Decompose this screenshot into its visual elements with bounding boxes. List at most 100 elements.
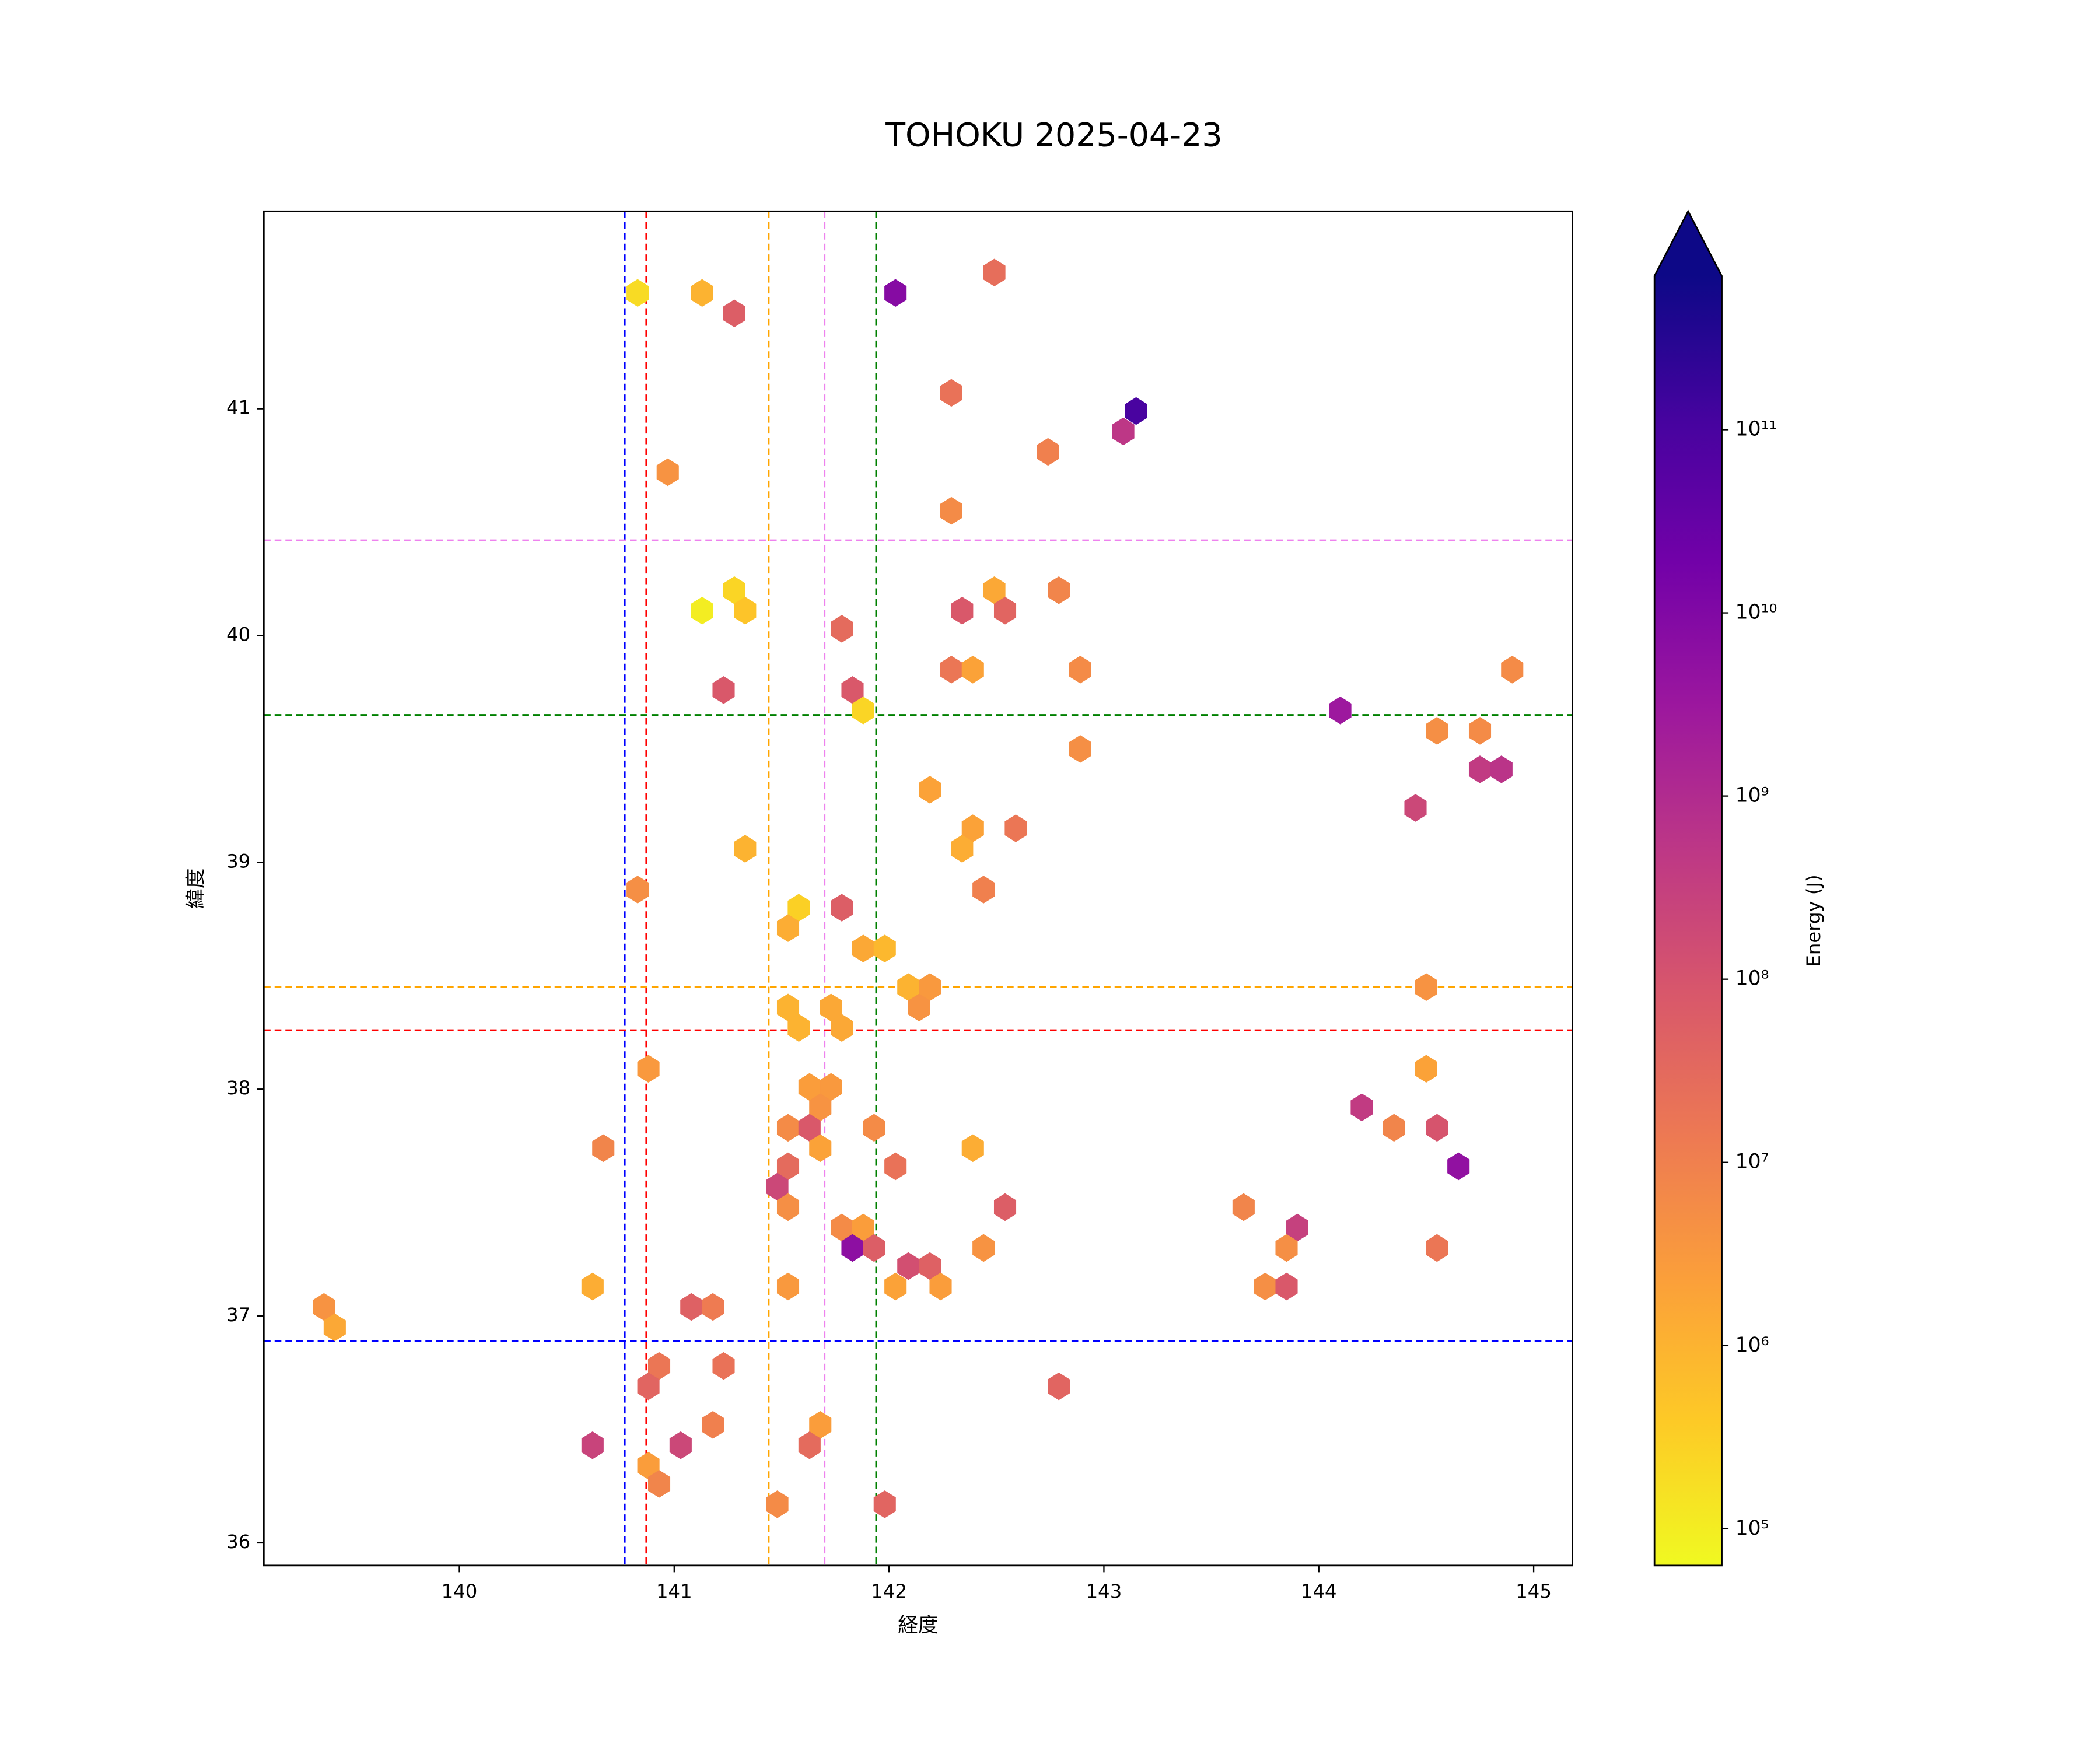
hex-cell (1069, 735, 1091, 763)
hex-cell (1426, 717, 1448, 745)
hex-cell (637, 1055, 660, 1083)
colorbar-tick-label: 10⁸ (1735, 967, 1769, 991)
hex-cell (961, 656, 984, 684)
colorbar: 10⁵ 10⁶ 10⁷ 10⁸ 10⁹ 10¹⁰ 10¹¹ (1653, 209, 1777, 1567)
hex-cell (1490, 755, 1513, 783)
y-tick-label: 38 (226, 1077, 250, 1099)
colorbar-tick-label: 10¹⁰ (1735, 601, 1777, 624)
hex-cell (993, 596, 1017, 625)
hex-cell (940, 496, 963, 525)
hex-cell (776, 1193, 800, 1222)
hex-cell (788, 1014, 810, 1042)
colorbar-tick-label: 10⁹ (1735, 784, 1769, 807)
plot-area (264, 211, 1573, 1566)
hex-cell (648, 1470, 671, 1498)
hex-cell (1382, 1114, 1405, 1142)
hex-cell (1275, 1234, 1298, 1262)
hex-cell (873, 1490, 896, 1518)
colorbar-tick-label: 10⁵ (1735, 1517, 1769, 1540)
hex-cell (863, 1234, 886, 1262)
hex-cell (702, 1410, 724, 1439)
hex-cell (1404, 794, 1427, 822)
hex-cell (951, 596, 974, 625)
hex-cell (919, 776, 942, 804)
hex-cell (1232, 1193, 1255, 1222)
hex-cell (908, 993, 930, 1021)
hex-cell (1415, 1055, 1437, 1083)
colorbar-label: Energy (J) (1803, 874, 1825, 967)
axes-frame (262, 210, 1573, 1567)
chart-title: TOHOKU 2025-04-23 (885, 117, 1222, 155)
hex-cell (1447, 1152, 1470, 1181)
hex-cell (637, 1372, 660, 1401)
hex-cell (884, 1152, 907, 1181)
hex-cell (723, 299, 746, 328)
hex-cell (1125, 397, 1147, 425)
y-tick-label: 37 (226, 1304, 250, 1326)
hex-cell (626, 876, 649, 904)
x-tick-label: 141 (656, 1580, 692, 1602)
hex-cell (691, 596, 713, 625)
hex-cell (1415, 973, 1437, 1001)
hex-cell (993, 1193, 1017, 1222)
hex-cell (983, 258, 1006, 287)
hex-cell (734, 596, 757, 625)
hex-cell (1468, 717, 1492, 745)
y-tick-label: 40 (226, 623, 250, 645)
hex-cell (1048, 576, 1070, 604)
hex-cell (626, 279, 649, 307)
hex-cell (1005, 814, 1027, 842)
hex-cell (581, 1272, 604, 1301)
y-tick-label: 39 (226, 850, 250, 872)
x-axis-label: 経度 (898, 1614, 938, 1637)
hex-cell (656, 458, 679, 487)
hex-cell (884, 1272, 907, 1301)
x-tick-label: 143 (1086, 1580, 1122, 1602)
hex-cell (592, 1134, 615, 1163)
colorbar-tick-label: 10⁷ (1735, 1150, 1769, 1174)
hex-cell (734, 835, 757, 863)
hex-cell (940, 379, 963, 407)
hex-cell (581, 1431, 604, 1460)
hex-cell (809, 1134, 832, 1163)
colorbar-tick-label: 10¹¹ (1735, 418, 1777, 441)
hex-cell (1426, 1234, 1448, 1262)
hex-cell (972, 876, 995, 904)
hex-cell (1048, 1372, 1070, 1401)
hex-cell (776, 914, 800, 942)
hex-cell (712, 676, 735, 704)
hex-cell (691, 279, 713, 307)
colorbar-extension (1654, 211, 1722, 276)
hex-cell (669, 1431, 692, 1460)
hex-cell (712, 1352, 735, 1380)
x-tick-label: 145 (1516, 1580, 1552, 1602)
hex-cell (702, 1293, 724, 1321)
hex-cell (1329, 696, 1352, 724)
hex-cell (873, 935, 896, 963)
hex-cell (776, 1272, 800, 1301)
hex-cell (1275, 1272, 1298, 1301)
hex-cell (766, 1490, 789, 1518)
y-axis-label: 緯度 (184, 868, 208, 908)
y-tick-label: 41 (226, 397, 250, 419)
hex-cell (863, 1114, 886, 1142)
hex-cell (831, 1014, 853, 1042)
x-tick-label: 140 (442, 1580, 478, 1602)
hex-cell (884, 279, 907, 307)
hex-cell (961, 1134, 984, 1163)
colorbar-outline (1653, 209, 1723, 1567)
hex-cell (831, 894, 853, 922)
colorbar-gradient (1654, 276, 1722, 1566)
colorbar-tick-label: 10⁶ (1735, 1334, 1769, 1357)
y-tick-label: 36 (226, 1531, 250, 1553)
hex-cell (1112, 417, 1135, 446)
hex-cell (972, 1234, 995, 1262)
hex-cell (831, 615, 853, 643)
x-tick-label: 142 (871, 1580, 907, 1602)
hex-cell (798, 1431, 821, 1460)
hex-cell (929, 1272, 952, 1301)
hex-cell (1037, 438, 1059, 466)
x-tick-label: 144 (1301, 1580, 1337, 1602)
